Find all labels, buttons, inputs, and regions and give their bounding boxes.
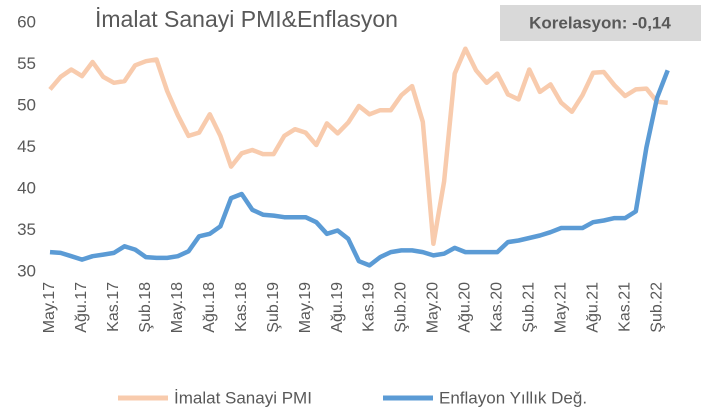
x-tick-label: Şub.20 <box>393 282 410 333</box>
x-tick-label: Ağu.21 <box>584 282 601 333</box>
y-tick-label: 40 <box>17 178 36 197</box>
y-tick-label: 30 <box>17 261 36 280</box>
chart-title: İmalat Sanayi PMI&Enflasyon <box>95 6 398 32</box>
x-tick-label: Şub.18 <box>137 282 154 333</box>
series-line <box>48 46 668 247</box>
y-tick-label: 55 <box>17 54 36 73</box>
annotation: Korelasyon: -0,14 <box>529 13 671 32</box>
x-tick-label: Kas.17 <box>105 282 122 332</box>
x-tick-label: Kas.21 <box>616 282 633 332</box>
x-tick-label: Şub.19 <box>265 282 282 333</box>
x-tick-label: Ağu.17 <box>73 282 90 333</box>
legend-label: İmalat Sanayi PMI <box>174 388 312 407</box>
x-tick-label: May.18 <box>169 282 186 333</box>
legend-label: Enflayon Yıllık Değ. <box>439 388 587 407</box>
x-tick-label: Ağu.19 <box>329 282 346 333</box>
y-tick-label: 45 <box>17 137 36 156</box>
x-tick-label: May.21 <box>552 282 569 333</box>
x-tick-label: Ağu.18 <box>201 282 218 333</box>
x-tick-label: May.17 <box>41 282 58 333</box>
x-tick-label: Kas.19 <box>361 282 378 332</box>
x-tick-label: Şub.22 <box>648 282 665 333</box>
series-line <box>49 69 670 268</box>
y-tick-label: 35 <box>17 220 36 239</box>
x-tick-label: Şub.21 <box>520 282 537 333</box>
x-tick-label: May.19 <box>297 282 314 333</box>
x-tick-label: Kas.18 <box>233 282 250 332</box>
y-tick-label: 50 <box>17 95 36 114</box>
annotation-box <box>500 5 701 41</box>
x-tick-label: Kas.20 <box>489 282 506 332</box>
x-tick-label: Ağu.20 <box>457 282 474 333</box>
y-tick-label: 60 <box>17 12 36 31</box>
x-tick-label: May.20 <box>425 282 442 333</box>
